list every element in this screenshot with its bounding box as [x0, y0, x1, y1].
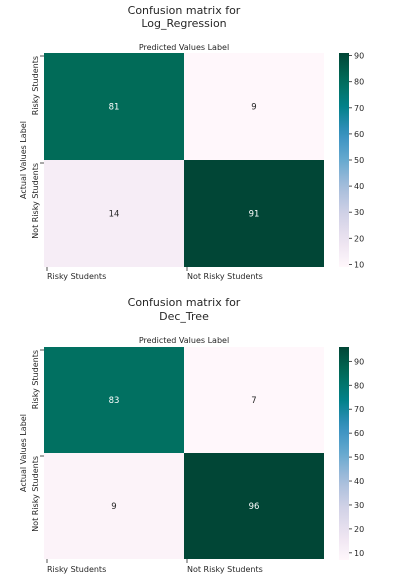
colorbar-tick-label: 30 — [354, 501, 364, 510]
colorbar — [339, 53, 349, 267]
colorbar-tick-label: 10 — [354, 260, 364, 269]
x-tick-label-0: Risky Students — [47, 272, 106, 281]
x-axis-label: Predicted Values Label — [139, 43, 229, 52]
chart-title-line-1: Confusion matrix for — [128, 296, 241, 309]
colorbar-tick-label: 40 — [354, 477, 364, 486]
colorbar-tick-label: 10 — [354, 549, 364, 558]
colorbar-tick-label: 60 — [354, 130, 364, 139]
heatmap-cell-r0-c1 — [184, 347, 324, 453]
cell-value-r1-c0: 14 — [109, 210, 120, 220]
cell-value-r1-c1: 96 — [249, 502, 260, 512]
colorbar-tick-label: 90 — [354, 357, 364, 366]
colorbar-tick-label: 40 — [354, 182, 364, 191]
x-tick-label-1: Not Risky Students — [187, 272, 263, 281]
colorbar-tick-label: 60 — [354, 429, 364, 438]
heatmap-cell-r0-c0 — [44, 347, 184, 453]
y-tick-label-0: Risky Students — [31, 56, 40, 115]
heatmap-cell-r0-c1 — [184, 53, 324, 160]
colorbar-tick-label: 30 — [354, 208, 364, 217]
colorbar-tick-label: 50 — [354, 453, 364, 462]
cell-value-r0-c0: 81 — [109, 103, 120, 113]
colorbar-tick-label: 90 — [354, 52, 364, 61]
heatmap-cell-r1-c1 — [184, 453, 324, 559]
x-tick-label-0: Risky Students — [47, 565, 106, 574]
y-tick-label-1: Not Risky Students — [31, 163, 40, 239]
cell-value-r0-c1: 9 — [251, 103, 256, 113]
heatmap-cell-r1-c1 — [184, 160, 324, 267]
cell-value-r1-c0: 9 — [111, 502, 116, 512]
colorbar-tick-label: 80 — [354, 78, 364, 87]
colorbar-tick-label: 70 — [354, 405, 364, 414]
colorbar — [339, 347, 349, 560]
y-axis-label: Actual Values Label — [19, 121, 28, 199]
colorbar-tick-label: 20 — [354, 525, 364, 534]
heatmap-cell-r1-c0 — [44, 453, 184, 559]
cell-value-r0-c1: 7 — [251, 396, 256, 406]
colorbar-tick-label: 70 — [354, 104, 364, 113]
y-tick-label-1: Not Risky Students — [31, 456, 40, 532]
chart-title-line-2: Dec_Tree — [159, 310, 209, 323]
colorbar-tick-label: 50 — [354, 156, 364, 165]
x-tick-label-1: Not Risky Students — [187, 565, 263, 574]
cell-value-r0-c0: 83 — [109, 396, 120, 406]
cell-value-r1-c1: 91 — [249, 210, 260, 220]
colorbar-tick-label: 80 — [354, 381, 364, 390]
chart-title-line-1: Confusion matrix for — [128, 4, 241, 17]
y-tick-label-0: Risky Students — [31, 350, 40, 409]
chart-title-line-2: Log_Regression — [141, 17, 226, 30]
y-axis-label: Actual Values Label — [19, 414, 28, 492]
colorbar-tick-label: 20 — [354, 234, 364, 243]
x-axis-label: Predicted Values Label — [139, 336, 229, 345]
heatmap-cell-r1-c0 — [44, 160, 184, 267]
heatmap-cell-r0-c0 — [44, 53, 184, 160]
